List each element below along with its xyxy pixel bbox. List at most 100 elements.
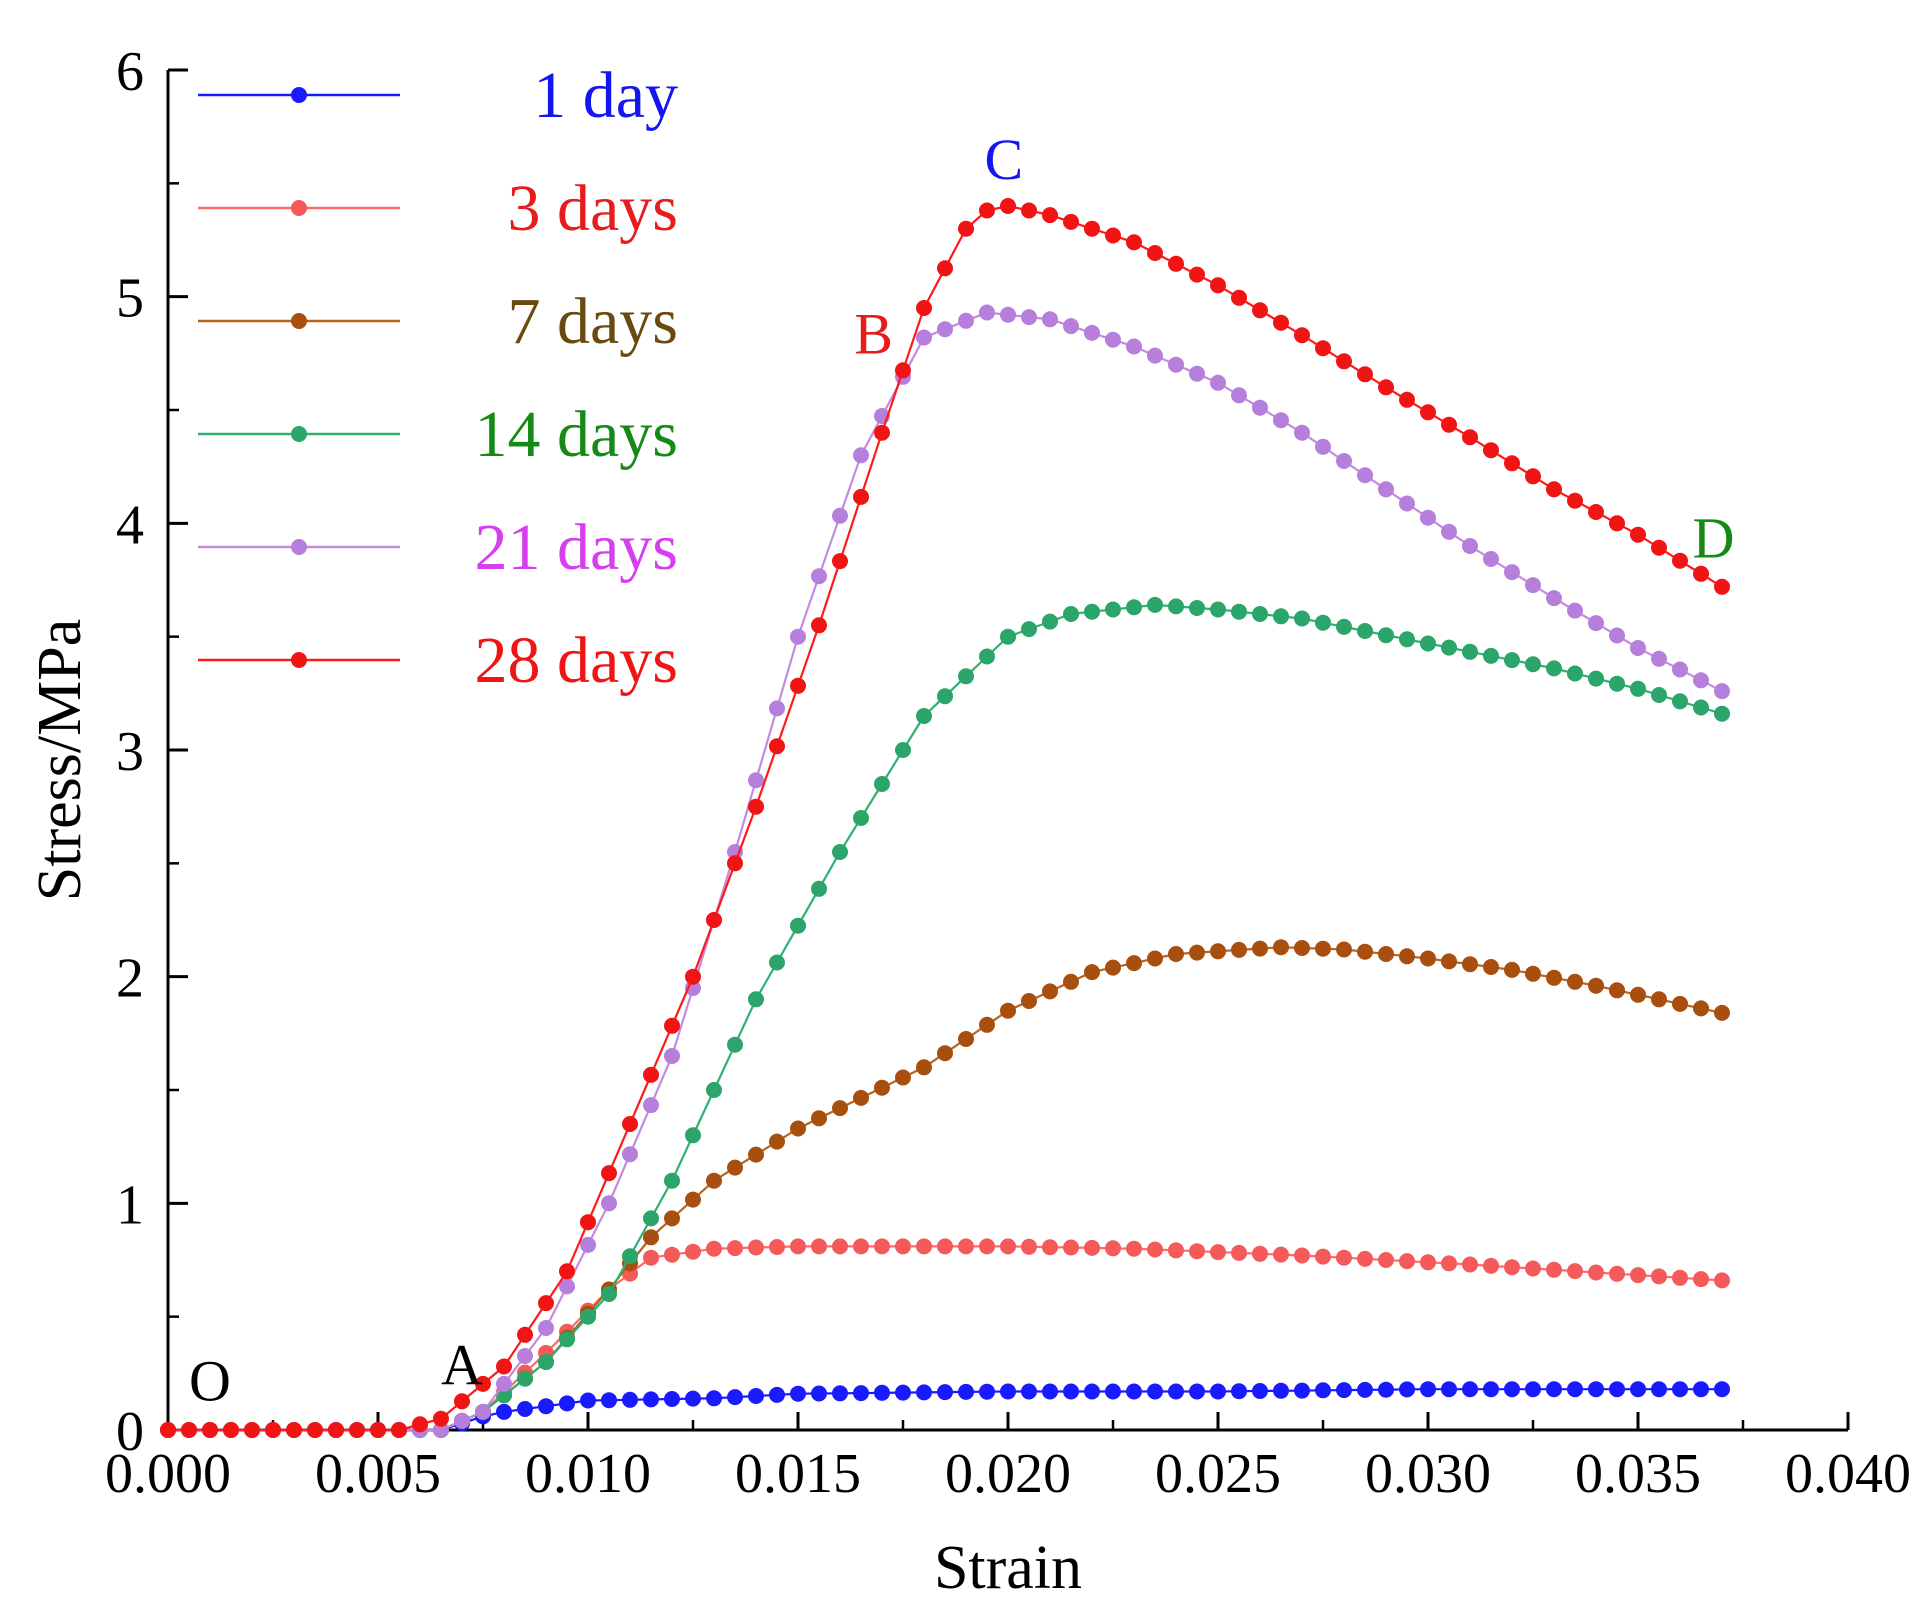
data-point [1630, 640, 1646, 656]
data-point [874, 1384, 890, 1401]
data-point [1651, 991, 1667, 1008]
data-point [853, 810, 869, 826]
data-point [895, 362, 911, 379]
data-point [1105, 331, 1121, 348]
data-point [1063, 1239, 1079, 1256]
data-point [1357, 366, 1373, 383]
data-point [1252, 606, 1268, 622]
data-point [1210, 601, 1226, 618]
data-point [832, 1238, 848, 1255]
data-point [979, 1238, 995, 1255]
data-point [727, 855, 743, 872]
data-point [958, 668, 974, 685]
data-point [1525, 468, 1541, 485]
data-point [706, 1390, 722, 1407]
data-point [853, 447, 869, 464]
data-point [1651, 539, 1667, 556]
data-point [1315, 438, 1331, 455]
data-point [1042, 613, 1058, 630]
point-label-d: D [1693, 505, 1735, 570]
data-point [1000, 1002, 1016, 1019]
data-point [1252, 1383, 1268, 1399]
data-point [664, 1210, 680, 1227]
data-point [664, 1017, 680, 1034]
data-point [1189, 266, 1205, 283]
data-point [1294, 940, 1310, 956]
data-point [1672, 995, 1688, 1012]
data-point [979, 1016, 995, 1033]
data-point [1189, 1383, 1205, 1400]
data-point [1168, 598, 1184, 615]
data-point [811, 1110, 827, 1127]
data-point [1042, 983, 1058, 1000]
data-point [937, 688, 953, 705]
data-point [979, 202, 995, 219]
data-point [1630, 986, 1646, 1003]
data-point [538, 1320, 554, 1336]
data-point [580, 1236, 596, 1253]
y-tick-label: 0 [116, 1401, 144, 1463]
data-point [706, 1172, 722, 1189]
data-point [1189, 365, 1205, 382]
data-point [1525, 656, 1541, 673]
data-point [1273, 939, 1289, 956]
data-point [538, 1295, 554, 1312]
data-point [1651, 1381, 1667, 1398]
y-tick-label: 3 [116, 721, 144, 783]
data-point [811, 1385, 827, 1402]
data-point [244, 1422, 260, 1438]
data-point [496, 1375, 512, 1392]
data-point [559, 1331, 575, 1348]
data-point [1126, 338, 1142, 355]
data-point [1672, 693, 1688, 710]
data-point [580, 1214, 596, 1231]
data-point [1630, 526, 1646, 543]
data-point [916, 329, 932, 346]
data-point [832, 507, 848, 524]
x-tick-label: 0.025 [1155, 1443, 1281, 1505]
data-point [1231, 1244, 1247, 1261]
data-point [958, 220, 974, 237]
data-point [181, 1422, 197, 1438]
data-point [1546, 1261, 1562, 1278]
data-point [391, 1422, 407, 1438]
data-point [1378, 946, 1394, 962]
data-point [937, 321, 953, 338]
data-point [1336, 941, 1352, 958]
data-point [1021, 621, 1037, 638]
data-point [1042, 311, 1058, 328]
series-line [168, 1245, 1723, 1432]
data-point [1294, 327, 1310, 344]
data-point [1567, 1381, 1583, 1398]
data-point [1525, 577, 1541, 594]
data-point [685, 1390, 701, 1407]
data-point [1483, 1381, 1499, 1398]
y-tick-label: 1 [116, 1174, 144, 1236]
data-point [1504, 1381, 1520, 1398]
legend-label: 1 day [533, 59, 678, 132]
data-point [286, 1422, 302, 1438]
data-point [1336, 618, 1352, 635]
data-point [1714, 683, 1730, 700]
data-point [1273, 1246, 1289, 1263]
data-point [895, 1238, 911, 1255]
data-point [979, 1383, 995, 1400]
data-point [1567, 602, 1583, 619]
data-point [1189, 600, 1205, 616]
y-tick-label: 6 [116, 41, 144, 103]
data-point [958, 312, 974, 329]
data-point [937, 1238, 953, 1255]
data-point [1357, 1381, 1373, 1398]
data-point [160, 1422, 176, 1438]
point-annotations: O A B C D [189, 127, 1734, 1414]
point-label-a: A [441, 1333, 483, 1398]
data-point [1672, 661, 1688, 678]
data-point [769, 954, 785, 971]
data-point [1441, 639, 1457, 656]
data-point [1357, 467, 1373, 484]
data-point [1546, 1381, 1562, 1398]
data-point [1693, 672, 1709, 689]
data-point [853, 488, 869, 505]
data-point [517, 1401, 533, 1417]
data-point [1399, 495, 1415, 512]
